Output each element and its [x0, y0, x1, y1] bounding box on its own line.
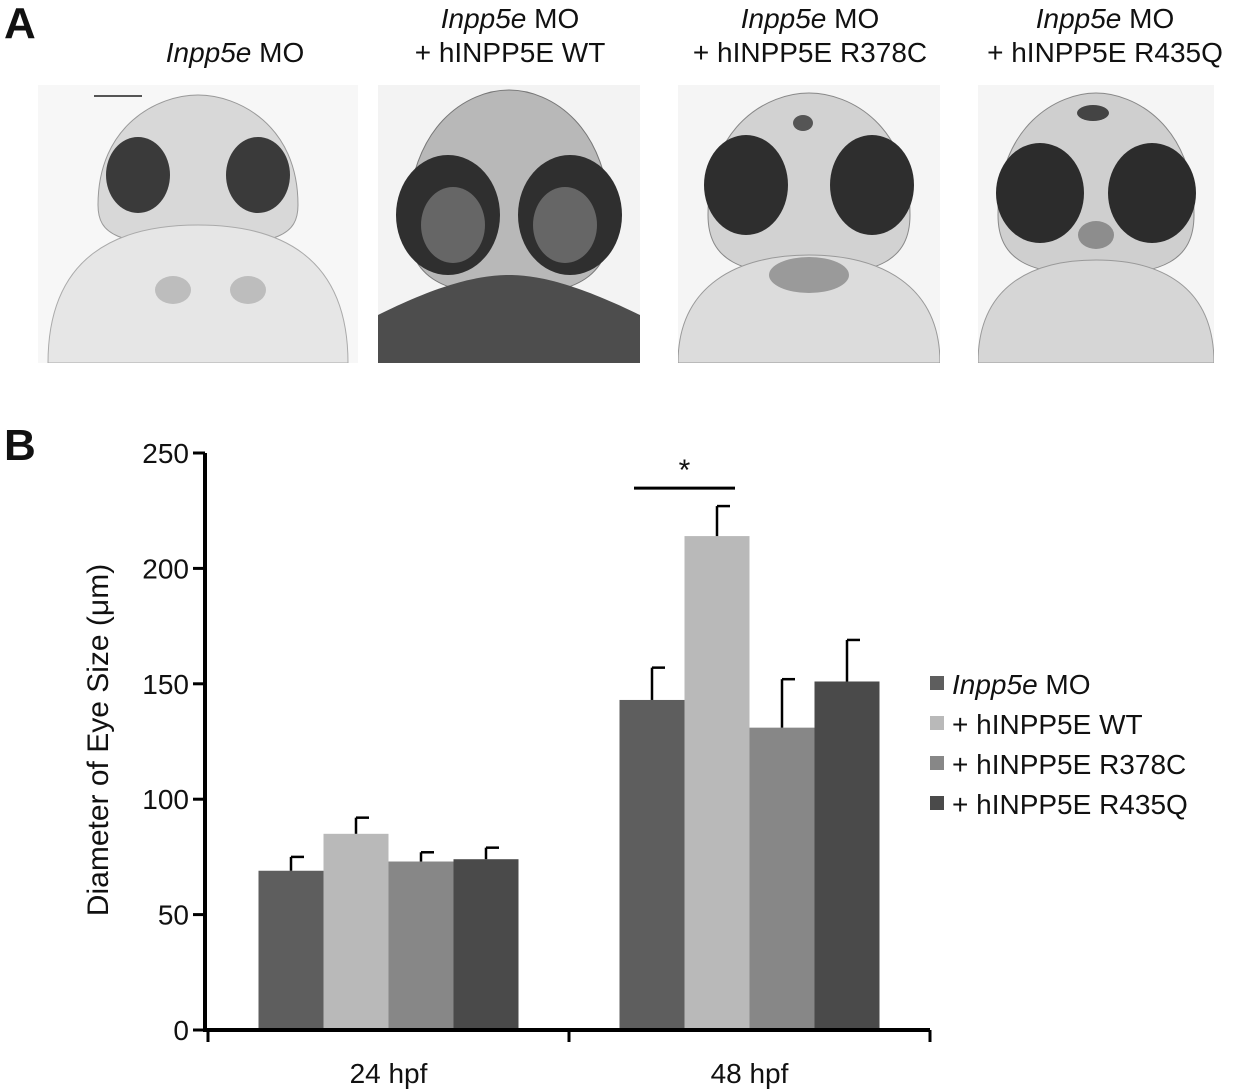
- legend-swatch-0: [930, 676, 944, 690]
- legend-swatch-1: [930, 716, 944, 730]
- image-title-2-line2: + hINPP5E WT: [414, 37, 606, 68]
- image-title-4-italic: Inpp5e: [1035, 3, 1122, 34]
- bar-1-1: [684, 536, 750, 1030]
- image-title-3: Inpp5e MO + hINPP5E R378C: [660, 2, 960, 70]
- panel-b-letter: B: [4, 421, 36, 470]
- y-tick-label-2: 100: [142, 784, 189, 815]
- image-title-3-rest: MO: [826, 3, 880, 34]
- image-title-1-rest: MO: [251, 37, 305, 68]
- image-title-2-italic: Inpp5e: [440, 3, 527, 34]
- y-tick-label-5: 250: [142, 438, 189, 469]
- zebrafish-head-image-1: [38, 85, 358, 363]
- bar-0-0: [258, 870, 324, 1030]
- image-title-2: Inpp5e MO + hINPP5E WT: [360, 2, 660, 70]
- image-title-4-line2: + hINPP5E R435Q: [987, 37, 1223, 68]
- image-title-3-line2: + hINPP5E R378C: [692, 37, 928, 68]
- bar-1-2: [749, 727, 815, 1030]
- image-title-1: Inpp5e MO: [85, 36, 385, 70]
- image-title-4-rest: MO: [1121, 3, 1175, 34]
- y-tick-label-1: 50: [158, 900, 189, 931]
- bar-1-3: [814, 681, 880, 1030]
- legend-label-0: Inpp5e MO: [952, 669, 1091, 700]
- y-tick-label-3: 150: [142, 669, 189, 700]
- image-title-1-italic: Inpp5e: [165, 37, 252, 68]
- zebrafish-head-image-2: [378, 85, 640, 363]
- x-tick-label-0: 24 hpf: [350, 1058, 428, 1089]
- y-axis-label: Diameter of Eye Size (μm): [82, 564, 115, 916]
- zebrafish-head-image-3: [678, 85, 940, 363]
- bar-0-1: [323, 833, 389, 1030]
- panel-a-letter: A: [4, 0, 36, 48]
- eye-size-bar-chart: 0 50 100 150 200 250 24 hpf 48 hpf * Inpp5e MO +…: [82, 438, 1188, 1089]
- bar-0-2: [388, 861, 454, 1030]
- legend-swatch-2: [930, 756, 944, 770]
- legend-label-2: + hINPP5E R378C: [952, 749, 1186, 780]
- significance-marker-0: *: [679, 454, 691, 487]
- y-tick-label-0: 0: [173, 1015, 189, 1046]
- legend-label-3: + hINPP5E R435Q: [952, 789, 1188, 820]
- zebrafish-head-image-4: [978, 85, 1214, 363]
- legend-label-1: + hINPP5E WT: [952, 709, 1143, 740]
- image-title-2-rest: MO: [526, 3, 580, 34]
- image-title-4: Inpp5e MO + hINPP5E R435Q: [955, 2, 1254, 70]
- bar-1-0: [619, 699, 685, 1030]
- x-tick-label-1: 48 hpf: [711, 1058, 789, 1089]
- y-tick-label-4: 200: [142, 553, 189, 584]
- legend-swatch-3: [930, 796, 944, 810]
- bar-0-3: [453, 859, 519, 1030]
- image-title-3-italic: Inpp5e: [740, 3, 827, 34]
